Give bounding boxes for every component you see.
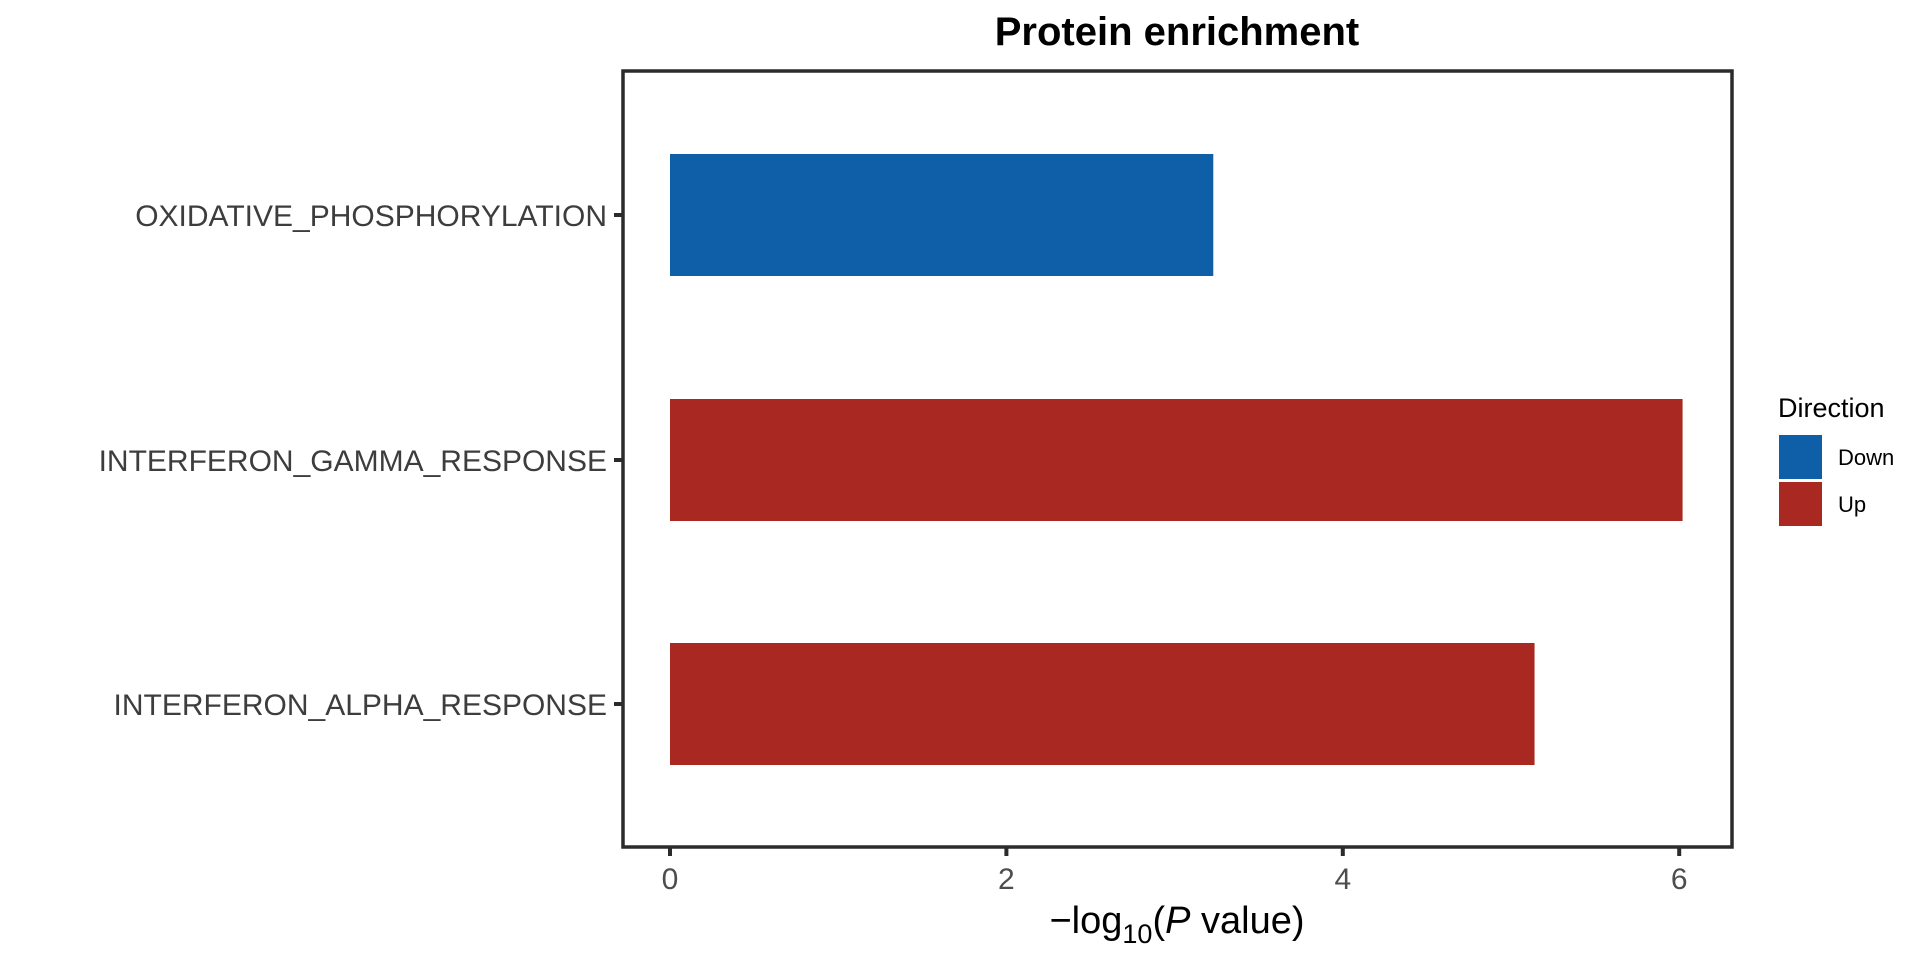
legend: Direction Down Up <box>1778 393 1894 526</box>
bar-interferon-gamma-response <box>670 399 1683 521</box>
bars-group <box>670 154 1683 765</box>
y-tick-label: INTERFERON_ALPHA_RESPONSE <box>114 689 607 722</box>
x-tick-label: 4 <box>1334 863 1351 896</box>
legend-label-up: Up <box>1838 492 1866 517</box>
y-tick-label: INTERFERON_GAMMA_RESPONSE <box>99 445 607 478</box>
legend-swatch-up <box>1779 482 1822 526</box>
legend-label-down: Down <box>1838 445 1894 470</box>
x-axis-title-rest: value) <box>1190 900 1304 942</box>
y-axis: OXIDATIVE_PHOSPHORYLATION INTERFERON_GAMM… <box>99 200 623 722</box>
bar-oxidative-phosphorylation <box>670 154 1214 276</box>
x-axis-title-italic: P <box>1165 900 1191 942</box>
x-tick-label: 2 <box>998 863 1015 896</box>
legend-entries: Down Up <box>1779 435 1894 526</box>
chart-title: Protein enrichment <box>995 10 1360 54</box>
x-axis-title-prefix: −log <box>1049 900 1122 942</box>
x-tick-label: 6 <box>1671 863 1688 896</box>
x-axis-title: −log10(P value) <box>1049 900 1304 949</box>
x-tick-label: 0 <box>662 863 679 896</box>
legend-title: Direction <box>1778 393 1885 423</box>
y-tick-label: OXIDATIVE_PHOSPHORYLATION <box>135 200 607 233</box>
x-axis-title-open: ( <box>1152 900 1165 942</box>
x-axis-title-subscript: 10 <box>1122 919 1152 949</box>
legend-swatch-down <box>1779 435 1822 479</box>
bar-interferon-alpha-response <box>670 643 1535 765</box>
x-axis: 0 2 4 6 <box>662 847 1688 896</box>
